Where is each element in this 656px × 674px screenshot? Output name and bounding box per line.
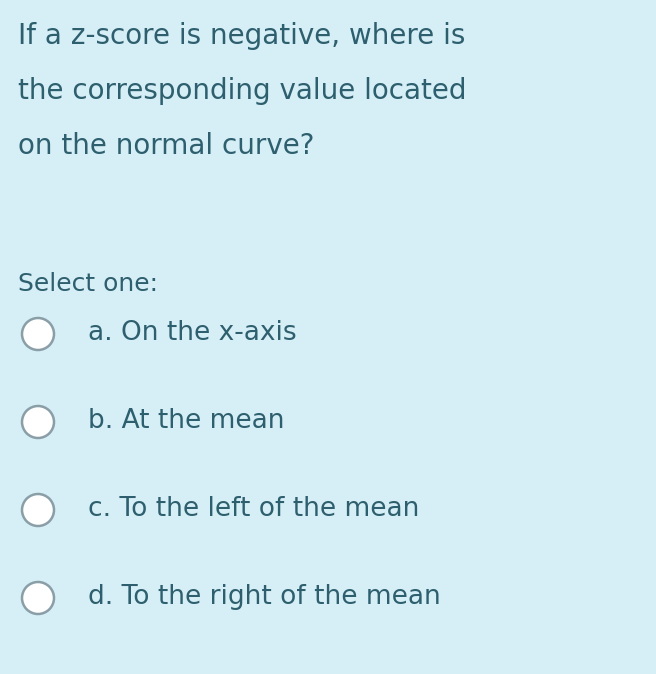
Text: the corresponding value located: the corresponding value located [18, 77, 466, 105]
Text: d. To the right of the mean: d. To the right of the mean [88, 584, 441, 610]
Text: a. On the x-axis: a. On the x-axis [88, 320, 297, 346]
Circle shape [22, 406, 54, 438]
Circle shape [22, 318, 54, 350]
Text: b. At the mean: b. At the mean [88, 408, 285, 434]
Text: c. To the left of the mean: c. To the left of the mean [88, 496, 419, 522]
Text: Select one:: Select one: [18, 272, 158, 296]
Circle shape [22, 494, 54, 526]
Text: on the normal curve?: on the normal curve? [18, 132, 314, 160]
Text: If a z-score is negative, where is: If a z-score is negative, where is [18, 22, 465, 50]
Circle shape [22, 582, 54, 614]
